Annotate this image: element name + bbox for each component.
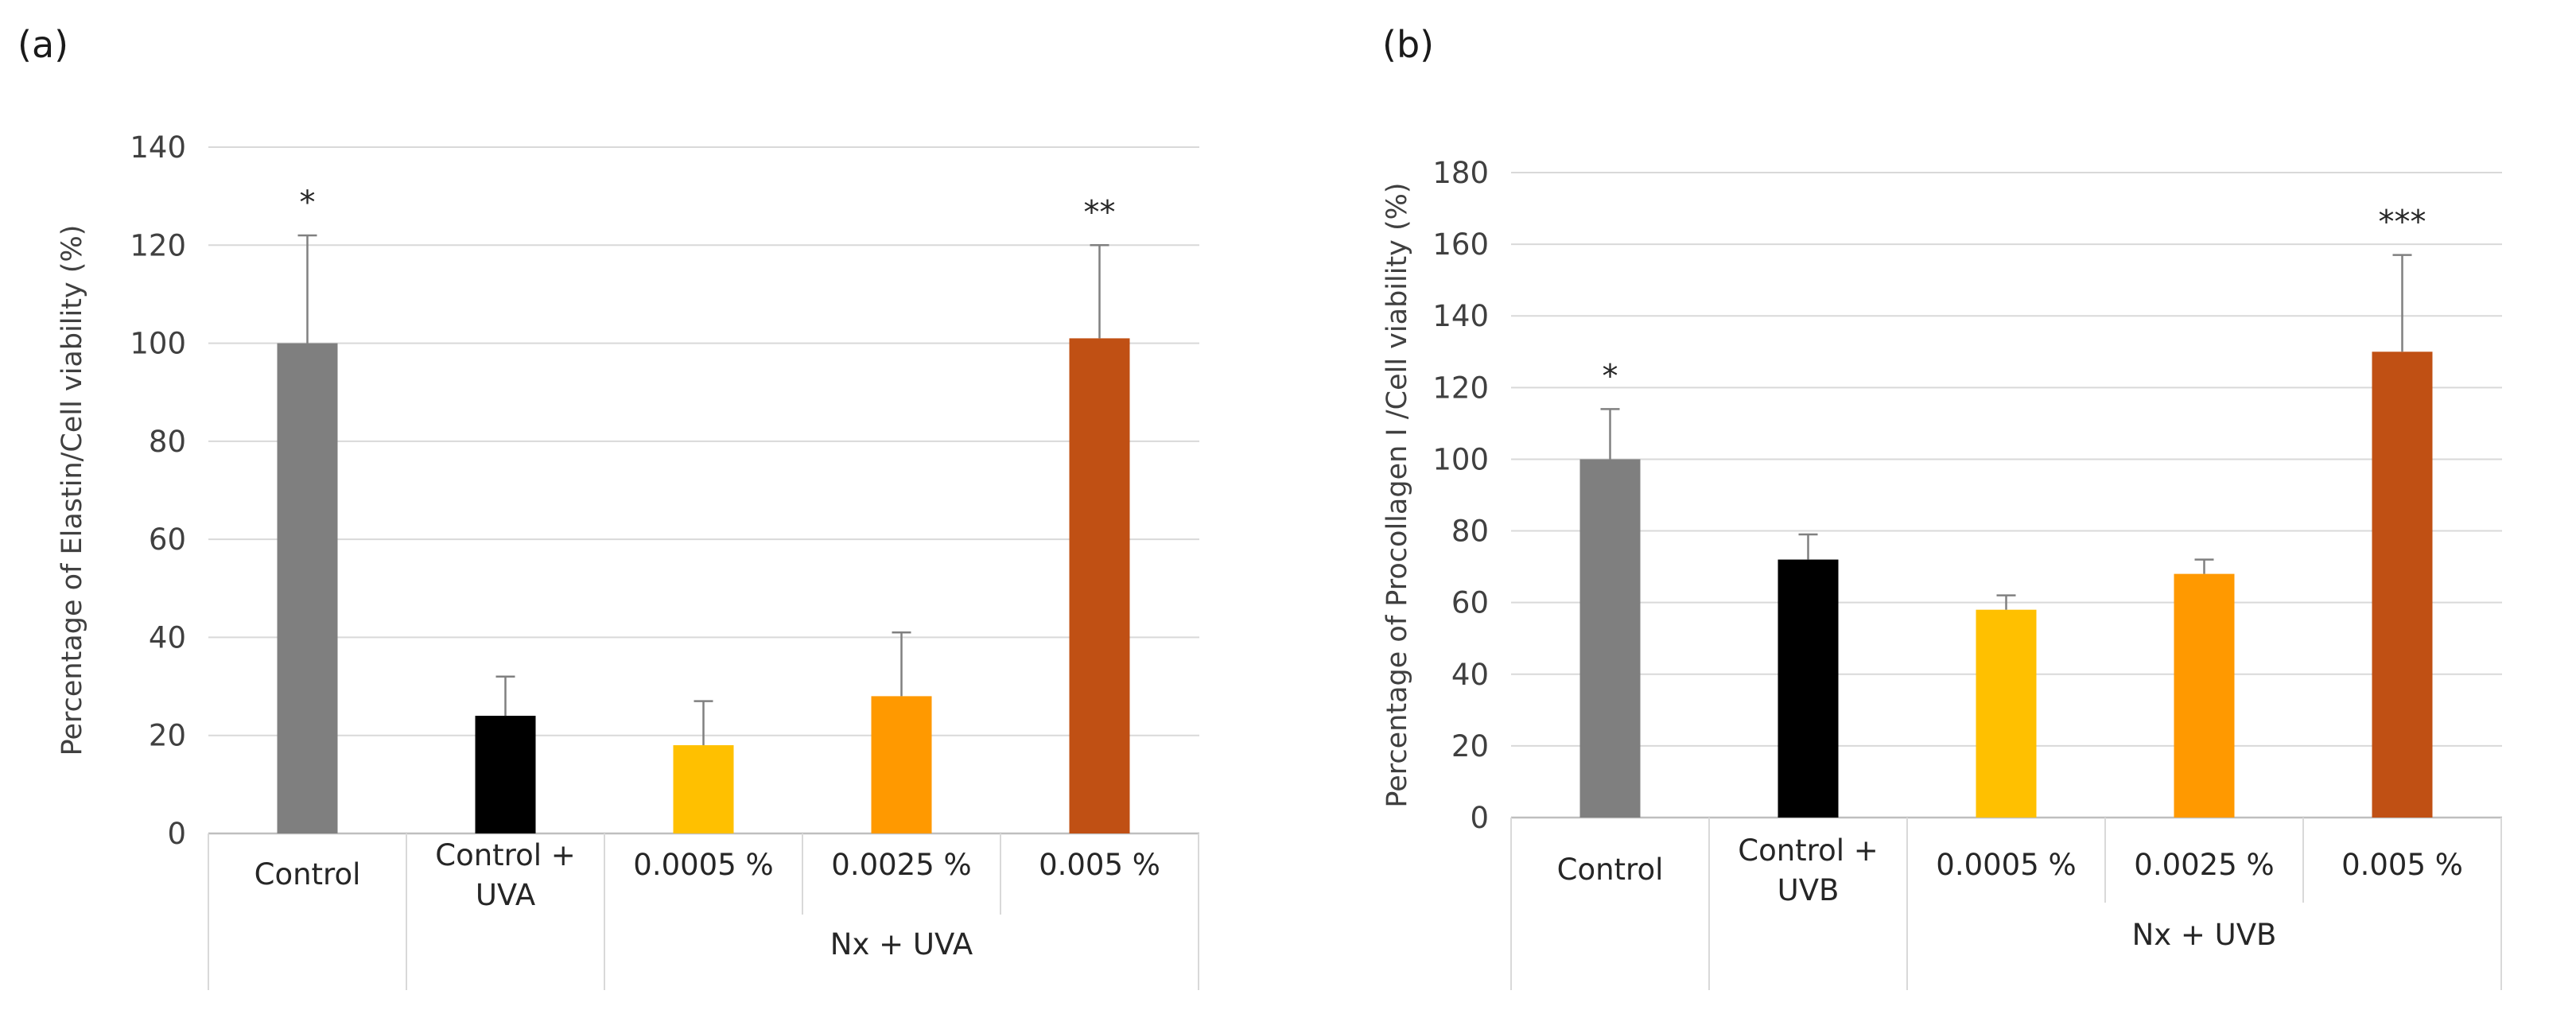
bar-3	[673, 745, 734, 833]
y-tick-label: 20	[1451, 729, 1489, 763]
y-tick-label: 100	[130, 327, 186, 361]
category-label: UVB	[1778, 873, 1840, 907]
y-tick-label: 120	[130, 228, 186, 262]
bar-4	[2174, 573, 2235, 818]
panel-b: (b) 0 20 40 60 80 100 120 140 160 180 Percentage of…	[1381, 23, 2502, 990]
category-label: Control	[1557, 853, 1664, 887]
y-tick-label: 120	[1432, 371, 1489, 405]
bar-5	[1069, 338, 1130, 834]
category-label: Control +	[435, 838, 576, 872]
group-label: Nx + UVA	[830, 927, 973, 961]
category-label: 0.0005 %	[1936, 848, 2076, 882]
bar-3	[1976, 609, 2037, 818]
category-label: 0.0025 %	[2134, 848, 2274, 882]
bar-1	[277, 343, 338, 834]
category-label: 0.005 %	[1039, 848, 1160, 882]
category-label: UVA	[476, 878, 535, 912]
significance-marker: ***	[2379, 204, 2426, 241]
category-label: 0.0025 %	[831, 848, 971, 882]
y-tick-label: 180	[1432, 156, 1489, 190]
y-tick-label: 40	[1451, 658, 1489, 692]
y-tick-label: 0	[167, 817, 186, 851]
bar-4	[871, 696, 932, 833]
y-tick-label: 60	[149, 522, 186, 557]
y-tick-label: 140	[130, 130, 186, 165]
panel-label: (b)	[1382, 23, 1434, 66]
y-tick-label: 80	[149, 425, 186, 459]
y-tick-label: 160	[1432, 227, 1489, 262]
y-axis-title: Percentage of Procollagen I /Cell viabil…	[1381, 182, 1413, 807]
y-tick-label: 40	[149, 620, 186, 655]
y-tick-label: 80	[1451, 515, 1489, 549]
bar-5	[2372, 352, 2433, 818]
significance-marker: *	[300, 185, 316, 221]
y-tick-label: 20	[149, 719, 186, 753]
bar-1	[1579, 459, 1641, 818]
category-label: 0.005 %	[2341, 848, 2463, 882]
y-tick-label: 140	[1432, 299, 1489, 333]
group-label: Nx + UVB	[2132, 918, 2277, 952]
significance-marker: **	[1084, 194, 1116, 231]
panel-label: (a)	[17, 23, 68, 66]
y-tick-label: 100	[1432, 442, 1489, 476]
y-tick-label: 0	[1470, 801, 1489, 835]
y-axis-title: Percentage of Elastin/Cell viability (%)	[56, 225, 88, 756]
category-label: Control +	[1738, 833, 1879, 868]
significance-marker: *	[1603, 358, 1618, 394]
bar-2	[475, 716, 536, 833]
category-label: Control	[254, 857, 361, 892]
y-tick-label: 60	[1451, 586, 1489, 620]
category-label: 0.0005 %	[633, 848, 773, 882]
panel-a: (a) 0 20 40 60 80 100 120 140 Percentage of Elast…	[17, 23, 1199, 990]
bar-2	[1778, 559, 1839, 818]
